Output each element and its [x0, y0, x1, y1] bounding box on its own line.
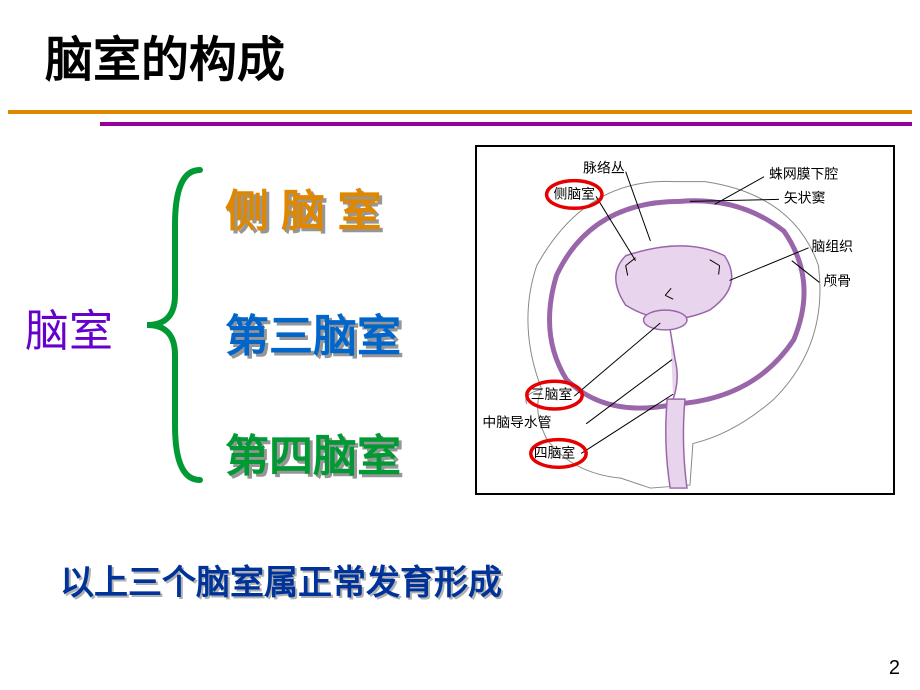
brace-bracket	[135, 165, 215, 485]
list-item-3: 第四脑室 第四脑室	[225, 420, 401, 484]
svg-text:脑组织: 脑组织	[812, 239, 854, 254]
svg-text:矢状窦: 矢状窦	[784, 190, 825, 205]
caption: 以上三个脑室属正常发育形成 以上三个脑室属正常发育形成	[60, 555, 502, 604]
svg-text:四脑室: 四脑室	[534, 444, 576, 460]
svg-text:中脑导水管: 中脑导水管	[482, 415, 551, 430]
svg-text:侧脑室: 侧脑室	[554, 185, 596, 201]
svg-text:脉络丛: 脉络丛	[583, 161, 625, 176]
list-item-1: 侧 脑 室 侧 脑 室	[225, 175, 381, 239]
brain-diagram: 脉络丛侧脑室三脑室中脑导水管四脑室 蛛网膜下腔矢状窦脑组织颅骨	[475, 145, 895, 495]
list-item-2: 第三脑室 第三脑室	[225, 300, 401, 364]
slide-title: 脑室的构成	[45, 20, 285, 90]
root-label: 脑室	[25, 295, 113, 359]
svg-text:三脑室: 三脑室	[531, 386, 573, 402]
divider-bottom	[100, 122, 912, 126]
page-number: 2	[889, 657, 900, 680]
svg-text:颅骨: 颅骨	[823, 273, 851, 288]
divider-top	[8, 110, 912, 114]
svg-text:蛛网膜下腔: 蛛网膜下腔	[769, 167, 838, 182]
